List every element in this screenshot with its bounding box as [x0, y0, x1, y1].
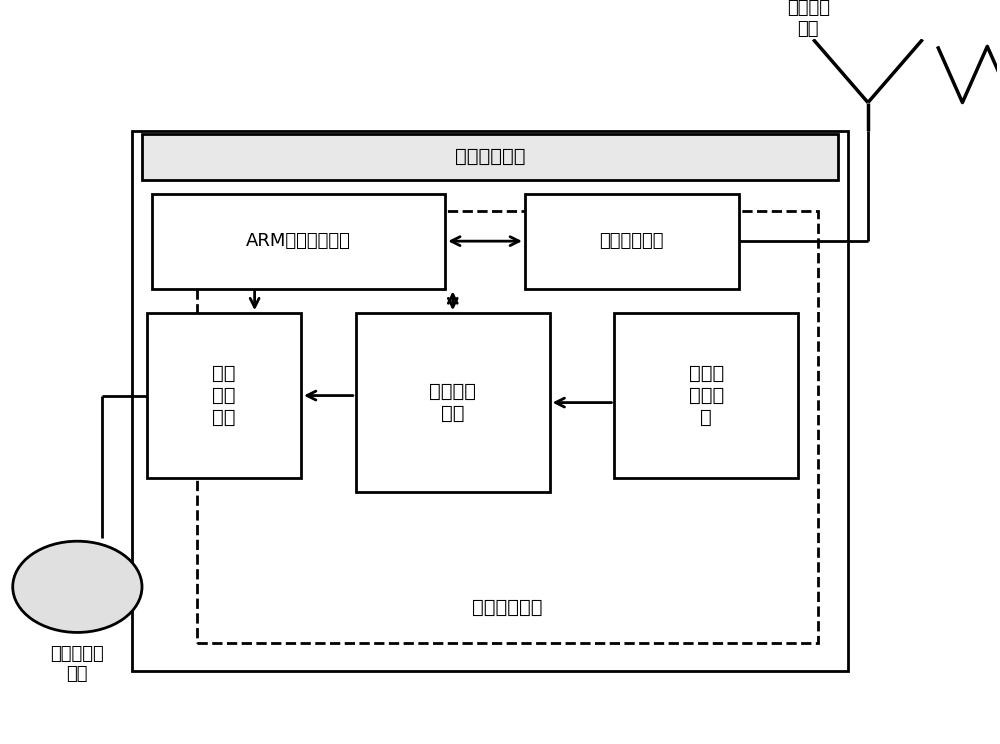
Text: 安装固定基座: 安装固定基座	[455, 147, 525, 167]
Bar	[525, 193, 739, 289]
Bar	[142, 134, 838, 180]
Text: 无线网络
天线: 无线网络 天线	[787, 0, 830, 38]
Bar	[152, 193, 445, 289]
Text: ARM系统主控模块: ARM系统主控模块	[246, 232, 351, 250]
Circle shape	[13, 541, 142, 632]
Bar	[132, 131, 848, 671]
Bar	[197, 211, 818, 643]
Bar	[614, 313, 798, 478]
Text: 锂电池
供电模
块: 锂电池 供电模 块	[689, 364, 724, 427]
Text: 测试用发射
天线: 测试用发射 天线	[50, 644, 104, 684]
Text: 射频产生终端: 射频产生终端	[472, 598, 543, 618]
Bar	[356, 313, 550, 492]
Text: 无线网络单元: 无线网络单元	[600, 232, 664, 250]
Text: 射频产生
模块: 射频产生 模块	[429, 382, 476, 423]
Bar	[147, 313, 301, 478]
Text: 功率
放大
模块: 功率 放大 模块	[212, 364, 236, 427]
